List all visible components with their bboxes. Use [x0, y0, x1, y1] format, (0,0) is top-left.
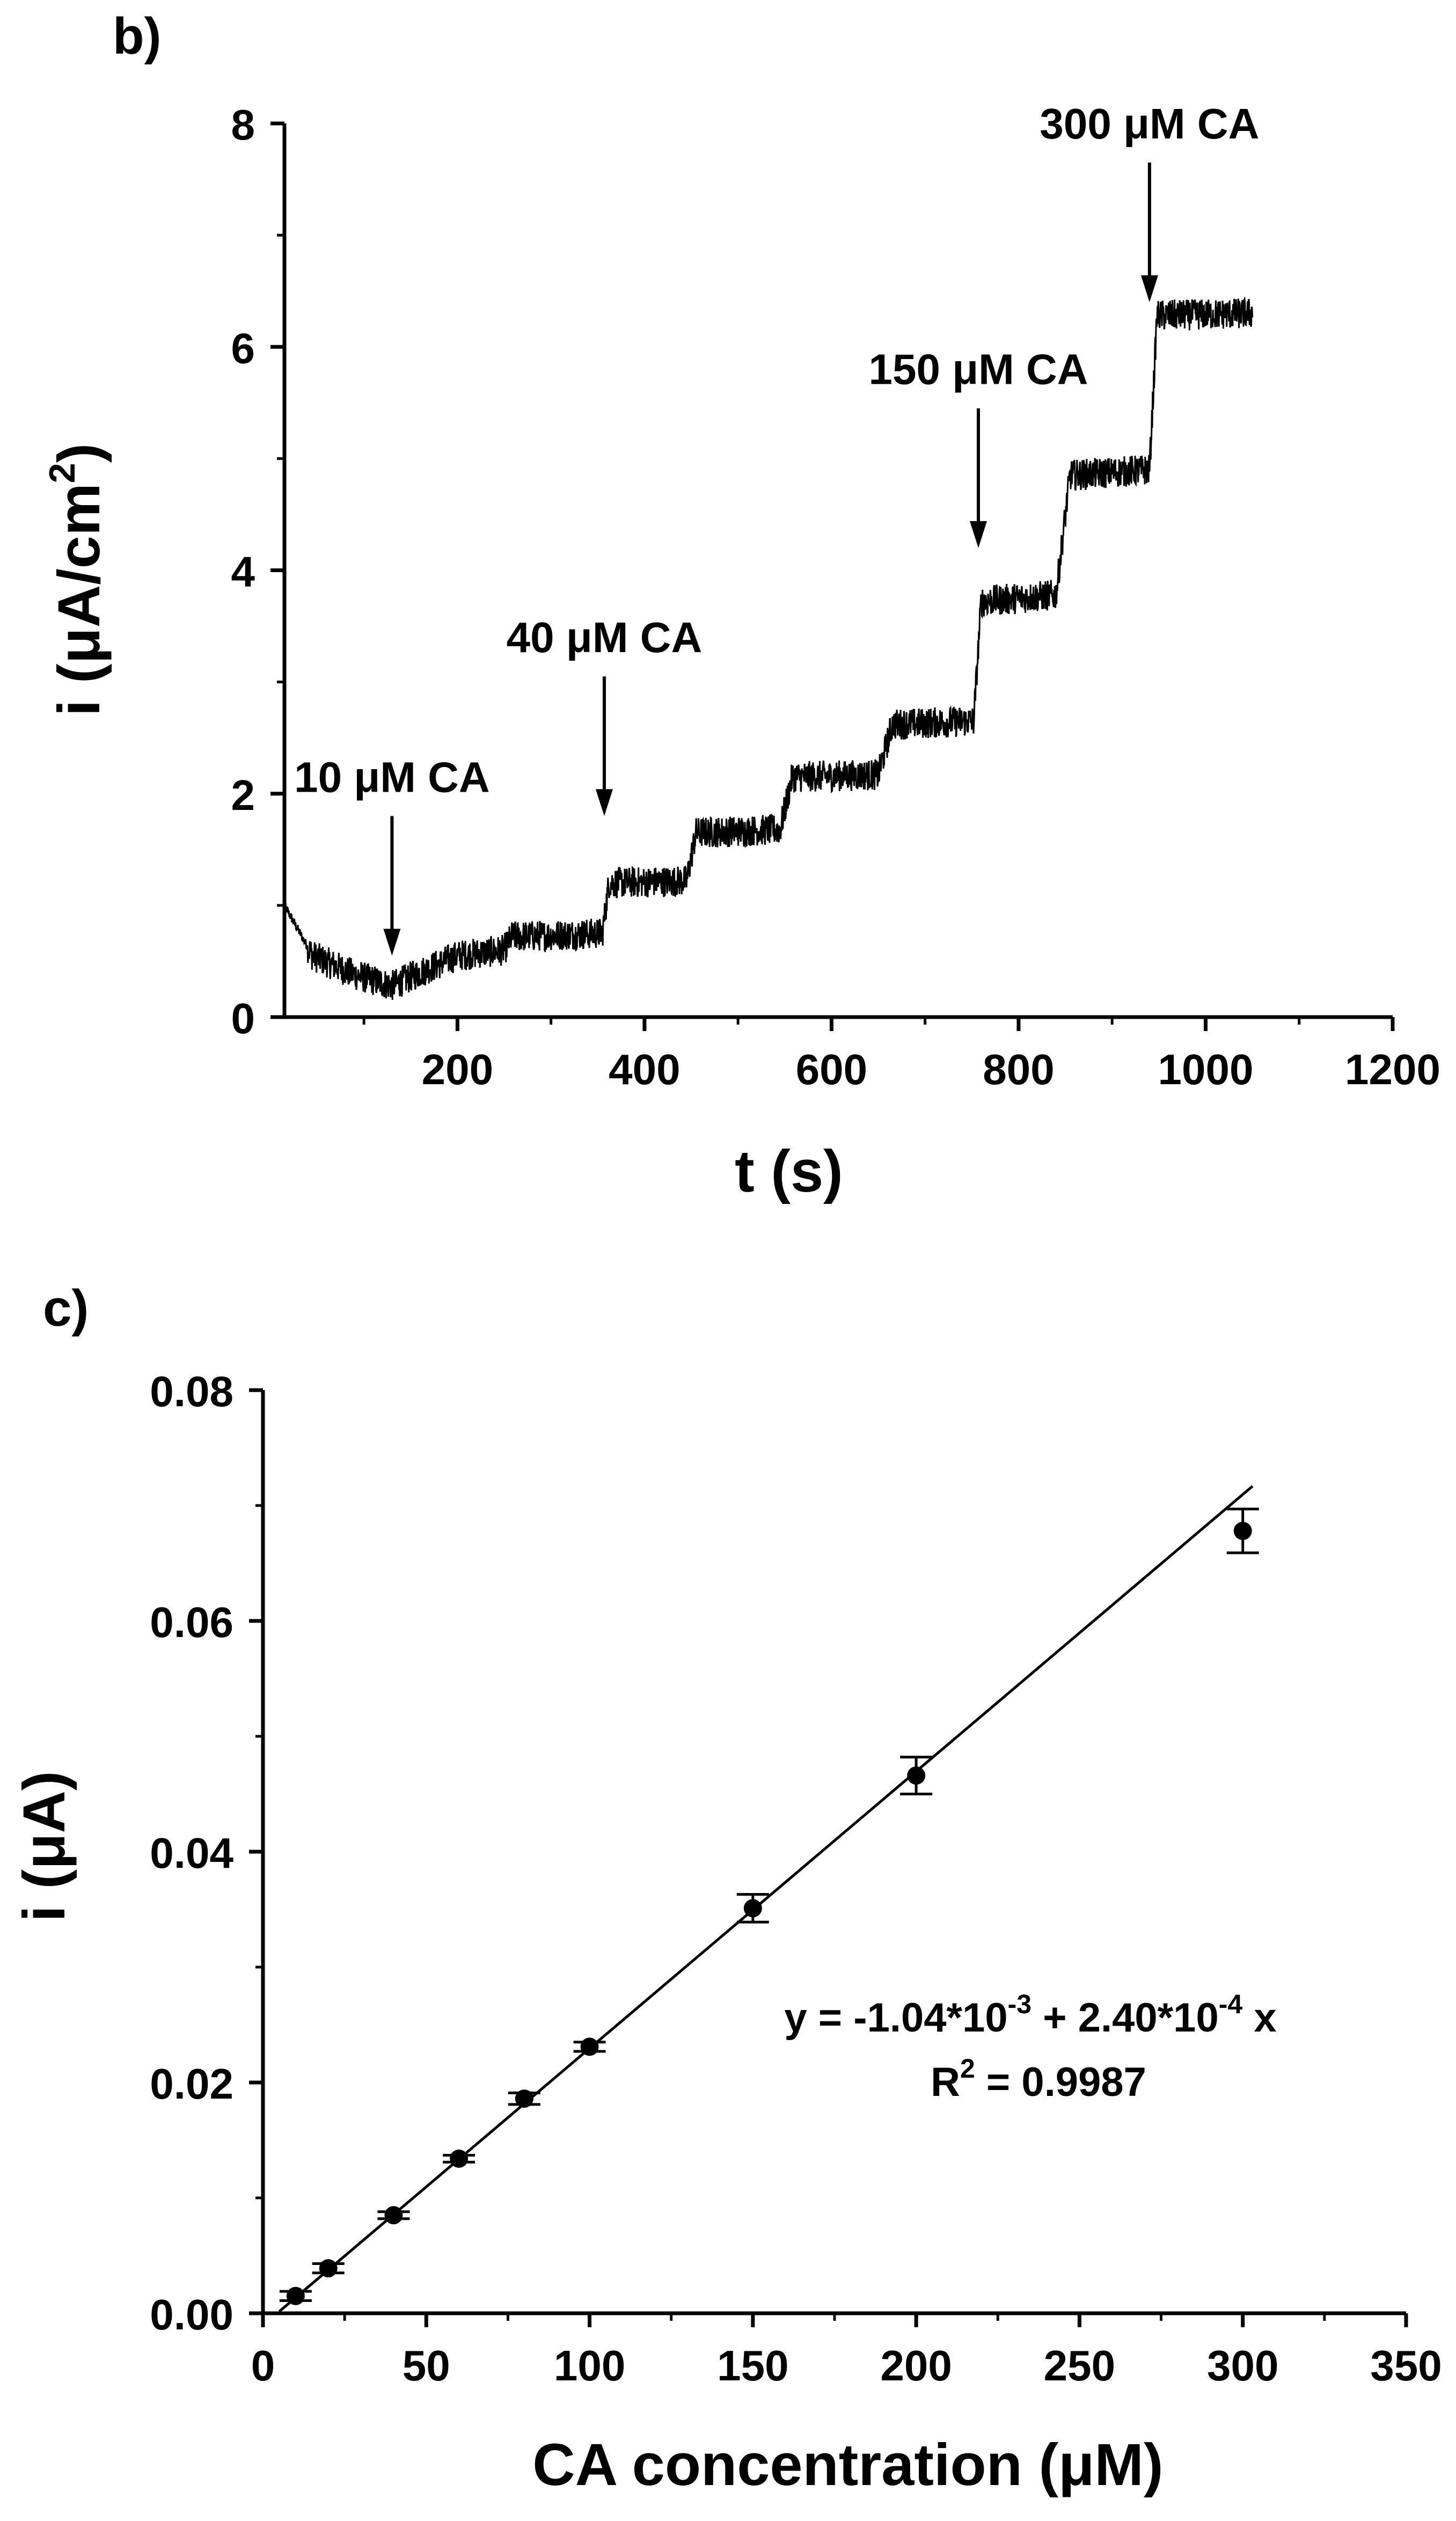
panel-c-x-tick-label: 100 [554, 2342, 625, 2390]
panel-c-y-tick-label: 0.04 [150, 1829, 233, 1877]
panel-c-data-point-group [377, 2206, 410, 2225]
panel-b-arrow-head [1140, 275, 1158, 302]
panel-c-data-point-group [1226, 1507, 1259, 1554]
panel-c-equation-sup2: -4 [1219, 1989, 1243, 2019]
panel-c-x-tick-label: 250 [1044, 2342, 1115, 2390]
panel-c-equation-part3: x [1242, 1995, 1276, 2041]
panel-c-x-ticks: 0 50 100 150 200 250 300 350 [251, 2313, 1442, 2390]
panel-c-r-squared: R2 = 0.9987 [931, 2054, 1146, 2105]
panel-b-annotations: 10 μM CA 40 μM CA 150 μM CA 300 μM CA [294, 100, 1259, 956]
panel-c-equation-part1: y = -1.04*10 [784, 1995, 1007, 2041]
panel-c-y-axis-title: i (μA) [11, 1771, 77, 1921]
panel-c-x-tick-label: 150 [717, 2342, 788, 2390]
panel-b-y-tick-label: 6 [231, 324, 255, 372]
panel-b-current-trace [283, 296, 1254, 1000]
panel-c-data-point [907, 1766, 926, 1785]
panel-b-annotation-label: 300 μM CA [1040, 100, 1259, 148]
panel-c-fit-equation: y = -1.04*10-3 + 2.40*10-4 x [784, 1989, 1276, 2041]
panel-b-y-axis-title: i (μA/cm2) [42, 443, 112, 717]
panel-b-x-tick-label: 400 [609, 1046, 680, 1093]
panel-b-x-axis-title: t (s) [735, 1138, 843, 1204]
panel-c-linear-fit [278, 1485, 1254, 2313]
panel-c-data-points [279, 1507, 1259, 2305]
panel-b-annotation-label: 150 μM CA [868, 346, 1088, 393]
panel-c-data-point-group [312, 2259, 345, 2278]
panel-c-data-point [580, 2037, 599, 2056]
panel-c-y-tick-label: 0.02 [150, 2060, 233, 2108]
panel-c-r2-part1: R [931, 2059, 960, 2105]
panel-c-y-tick-label: 0.08 [150, 1368, 233, 1415]
panel-c-x-axis-title: CA concentration (μM) [532, 2432, 1163, 2498]
panel-c-data-point [319, 2259, 338, 2278]
panel-c-y-tick-label: 0.00 [150, 2291, 233, 2339]
panel-b-x-tick-label: 600 [796, 1046, 867, 1093]
panel-c-data-point [450, 2149, 469, 2168]
panel-b-x-tick-label: 1200 [1345, 1046, 1440, 1093]
panel-c-data-point-group [900, 1756, 933, 1795]
panel-b-current-line [283, 296, 1254, 1000]
panel-c-data-point [286, 2286, 305, 2305]
panel-c-equation-part2: + 2.40*10 [1031, 1995, 1219, 2041]
panel-b-annotation-label: 40 μM CA [507, 613, 703, 661]
panel-b-label: b) [113, 8, 162, 65]
panel-b-arrow-head [970, 521, 987, 548]
panel-b-arrow-head [595, 789, 613, 816]
panel-c-data-point [515, 2089, 533, 2108]
panel-c-x-tick-label: 350 [1370, 2342, 1442, 2390]
panel-b-x-tick-label: 800 [983, 1046, 1054, 1093]
panel-b-y-tick-label: 2 [231, 771, 255, 819]
panel-b-y-ticks: 0 2 4 6 8 [231, 101, 284, 1042]
panel-c-fit-line [278, 1485, 1254, 2313]
panel-b-y-axis-title-sup: 2 [42, 463, 83, 483]
panel-b-y-tick-label: 4 [231, 548, 255, 596]
panel-c-data-point-group [573, 2037, 606, 2056]
panel-c-equation-sup1: -3 [1008, 1989, 1031, 2019]
panel-c-data-point [384, 2206, 403, 2225]
panel-c-r2-sup: 2 [960, 2054, 975, 2084]
panel-c-r2-part2: = 0.9987 [975, 2059, 1146, 2105]
panel-c-data-point-group [736, 1893, 769, 1924]
panel-b-y-axis-title-main: i (μA/cm [46, 483, 112, 716]
panel-c-y-ticks: 0.00 0.02 0.04 0.06 0.08 [150, 1368, 263, 2339]
panel-b-arrow-head [383, 929, 401, 956]
panel-b: b) 10 μM CA 40 μM CA 150 μM CA 300 μM CA 0 2… [42, 8, 1440, 1204]
panel-b-y-axis-title-end: ) [46, 443, 112, 463]
panel-b-y-tick-label: 0 [231, 995, 255, 1042]
panel-c-x-tick-label: 300 [1207, 2342, 1278, 2390]
panel-c-x-tick-label: 50 [403, 2342, 450, 2390]
panel-b-x-ticks: 200 400 600 800 1000 1200 [362, 1017, 1440, 1093]
panel-c-data-point [1233, 1522, 1252, 1540]
panel-c-y-tick-label: 0.06 [150, 1598, 233, 1646]
panel-c-x-tick-label: 200 [880, 2342, 952, 2390]
panel-c-x-tick-label: 0 [251, 2342, 275, 2390]
panel-c-data-point [743, 1899, 762, 1918]
panel-b-x-tick-label: 200 [422, 1046, 493, 1093]
panel-c-data-point-group [279, 2286, 312, 2305]
panel-c-label: c) [43, 1280, 89, 1337]
panel-b-x-tick-label: 1000 [1158, 1046, 1253, 1093]
panel-c-data-point-group [508, 2089, 540, 2108]
panel-b-y-tick-label: 8 [231, 101, 255, 149]
panel-c-data-point-group [443, 2149, 475, 2168]
panel-c: c) 0.00 0.02 0.04 0.06 0.08 0 50 100 150 200 250 3… [11, 1280, 1442, 2498]
panel-b-annotation-label: 10 μM CA [294, 753, 490, 801]
